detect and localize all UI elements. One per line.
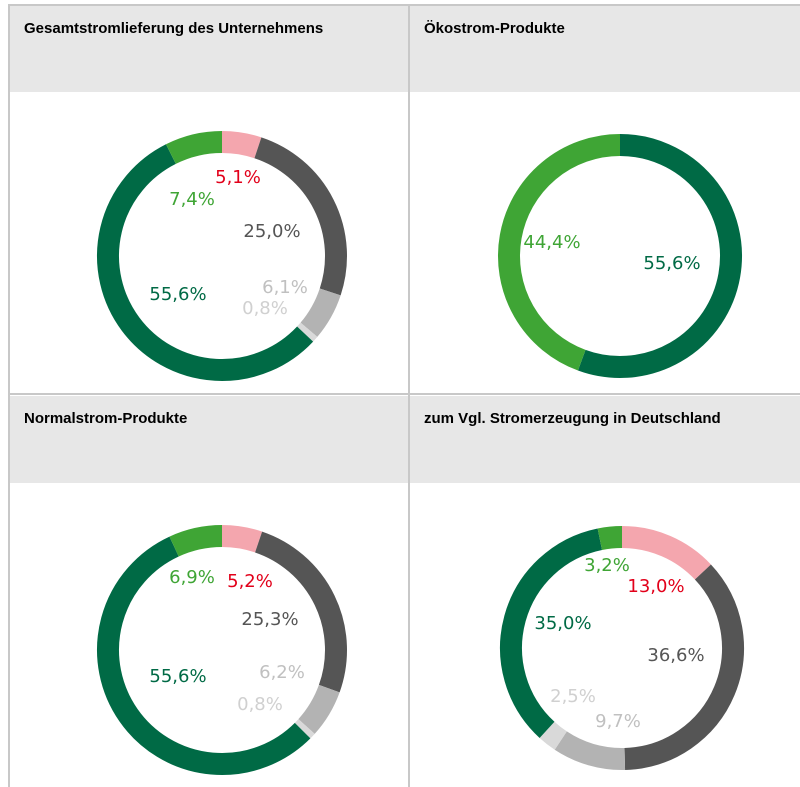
data-label: 3,2% — [584, 555, 630, 576]
panel-title: Gesamtstromlieferung des Unternehmens — [10, 6, 408, 92]
data-label: 6,2% — [259, 662, 305, 683]
donut-slice — [297, 322, 318, 342]
data-label: 2,5% — [550, 686, 596, 707]
panel-title: Normalstrom-Produkte — [10, 396, 408, 483]
donut-slice — [97, 536, 311, 775]
border — [408, 4, 410, 787]
donut-slice — [624, 564, 744, 770]
data-label: 55,6% — [149, 284, 206, 305]
data-label: 5,1% — [215, 167, 261, 188]
data-label: 0,8% — [237, 694, 283, 715]
donut-slice — [554, 731, 626, 770]
donut-slice — [577, 134, 742, 378]
donut-slice — [294, 719, 315, 739]
data-label: 35,0% — [534, 613, 591, 634]
data-label: 36,6% — [647, 645, 704, 666]
data-label: 13,0% — [627, 576, 684, 597]
donut-slice — [500, 528, 603, 738]
donut-slice — [97, 144, 314, 381]
border — [8, 4, 800, 6]
data-label: 0,8% — [242, 298, 288, 319]
data-label: 9,7% — [595, 711, 641, 732]
data-label: 55,6% — [149, 666, 206, 687]
data-label: 6,9% — [169, 567, 215, 588]
data-label: 25,0% — [243, 221, 300, 242]
data-label: 55,6% — [643, 253, 700, 274]
border — [8, 4, 10, 787]
donut-slice — [498, 134, 621, 371]
data-label: 44,4% — [523, 232, 580, 253]
donut-slice — [597, 526, 623, 551]
data-label: 7,4% — [169, 189, 215, 210]
donut-slice — [221, 131, 262, 159]
donut-slice — [300, 288, 341, 337]
donut-slice — [169, 525, 223, 557]
donut-slice — [221, 525, 263, 553]
donut-slice — [298, 684, 340, 734]
data-label: 6,1% — [262, 277, 308, 298]
panel-title: Ökostrom-Produkte — [410, 6, 800, 92]
border — [8, 393, 800, 395]
donut-slice — [539, 721, 568, 750]
data-label: 25,3% — [241, 609, 298, 630]
donut-slice — [165, 131, 223, 165]
donut-slice — [621, 526, 711, 580]
data-label: 5,2% — [227, 571, 273, 592]
donut-slice — [254, 531, 347, 693]
panel-title: zum Vgl. Stromerzeugung in Deutschland — [410, 396, 800, 483]
donut-slice — [254, 137, 347, 296]
